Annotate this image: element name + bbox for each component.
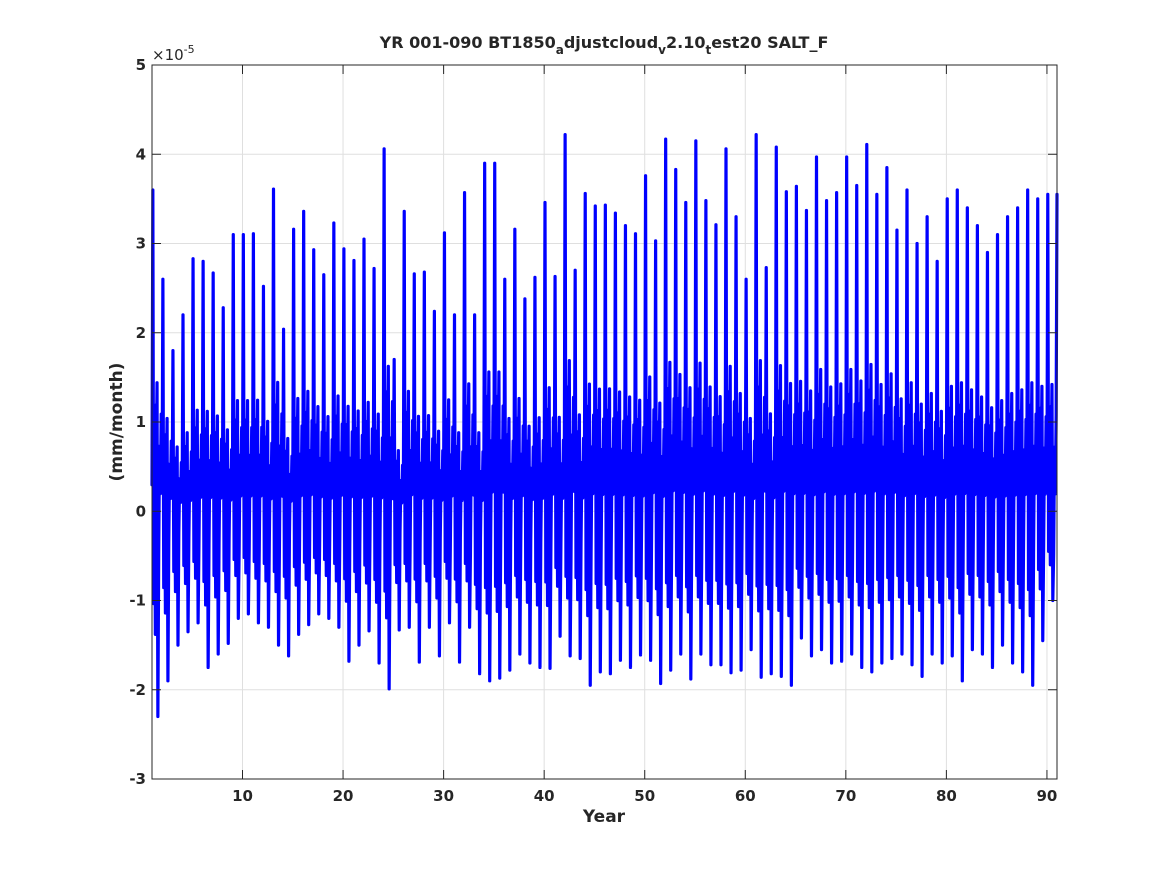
chart-title-part: 2.10 (666, 33, 705, 52)
x-tick-label: 40 (534, 787, 555, 805)
x-tick-label: 50 (634, 787, 655, 805)
y-tick-label: 0 (136, 502, 146, 520)
x-tick-label: 60 (735, 787, 756, 805)
y-exponent-power: -5 (184, 43, 195, 56)
x-tick-label: 80 (936, 787, 957, 805)
x-tick-label: 70 (835, 787, 856, 805)
y-tick-label: 5 (136, 56, 146, 74)
x-axis-ticks: 10 20 30 40 50 60 70 80 90 (232, 65, 1057, 805)
y-tick-label: -1 (129, 592, 146, 610)
chart-title-part: a (556, 43, 564, 57)
x-tick-label: 10 (232, 787, 253, 805)
x-axis-label: Year (582, 807, 626, 827)
y-tick-label: 3 (136, 235, 146, 253)
chart-title-part: djustcloud (564, 33, 658, 52)
y-tick-label: 2 (136, 324, 146, 342)
y-exponent-base: ×10 (152, 46, 184, 64)
chart-title-part: v (658, 43, 666, 57)
x-tick-label: 20 (333, 787, 354, 805)
x-tick-label: 90 (1037, 787, 1058, 805)
x-tick-label: 30 (433, 787, 454, 805)
y-axis-ticks: -3 -2 -1 0 1 2 3 4 5 (129, 56, 1057, 788)
y-tick-label: -2 (129, 681, 146, 699)
chart-title-part: YR 001-090 BT1850 (379, 33, 556, 52)
y-tick-label: -3 (129, 770, 146, 788)
y-exponent-label: ×10-5 (152, 43, 195, 64)
series-line (150, 133, 1059, 719)
y-axis-label: (mm/month) (107, 363, 127, 482)
chart-title: YR 001-090 BT1850adjustcloudv2.10test20 … (379, 33, 829, 57)
chart-title-part: est20 SALT_F (711, 33, 828, 52)
y-tick-label: 4 (136, 145, 146, 163)
chart-title-part: t (705, 43, 711, 57)
y-tick-label: 1 (136, 413, 146, 431)
series-layer (150, 133, 1059, 719)
